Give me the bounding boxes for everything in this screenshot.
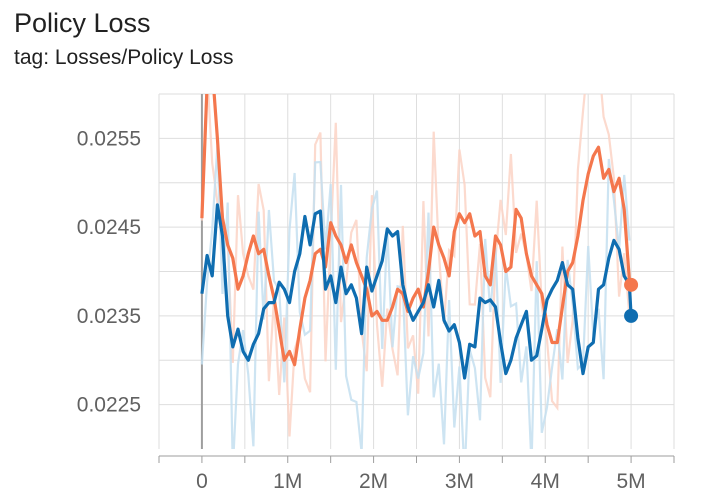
x-tick-label: 0 [196,470,208,493]
raw-line-series-0 [200,94,631,437]
chart-title: Policy Loss [14,8,151,38]
chart-tag-subtitle: tag: Losses/Policy Loss [14,46,234,69]
y-tick-label: 0.0235 [77,305,141,328]
x-tick-label: 2M [359,470,388,493]
smoothed-line-series-1 [200,203,633,380]
y-tick-label: 0.0245 [77,216,141,239]
tick-labels: 0.0225 0.0235 0.0245 0.0255 0 1M 2M 3M 4M 5M [77,127,646,493]
y-tick-label: 0.0255 [77,127,141,150]
axes [158,94,675,463]
x-tick-label: 4M [531,470,560,493]
last-value-markers [624,277,639,323]
smoothed-series-lines [200,94,633,380]
last-value-dot-series-1 [624,308,639,323]
x-tick-label: 3M [445,470,474,493]
y-tick-label: 0.0225 [77,394,141,417]
last-value-dot-series-0 [624,277,639,292]
x-tick-label: 1M [273,470,302,493]
x-tick-label: 5M [616,470,645,493]
